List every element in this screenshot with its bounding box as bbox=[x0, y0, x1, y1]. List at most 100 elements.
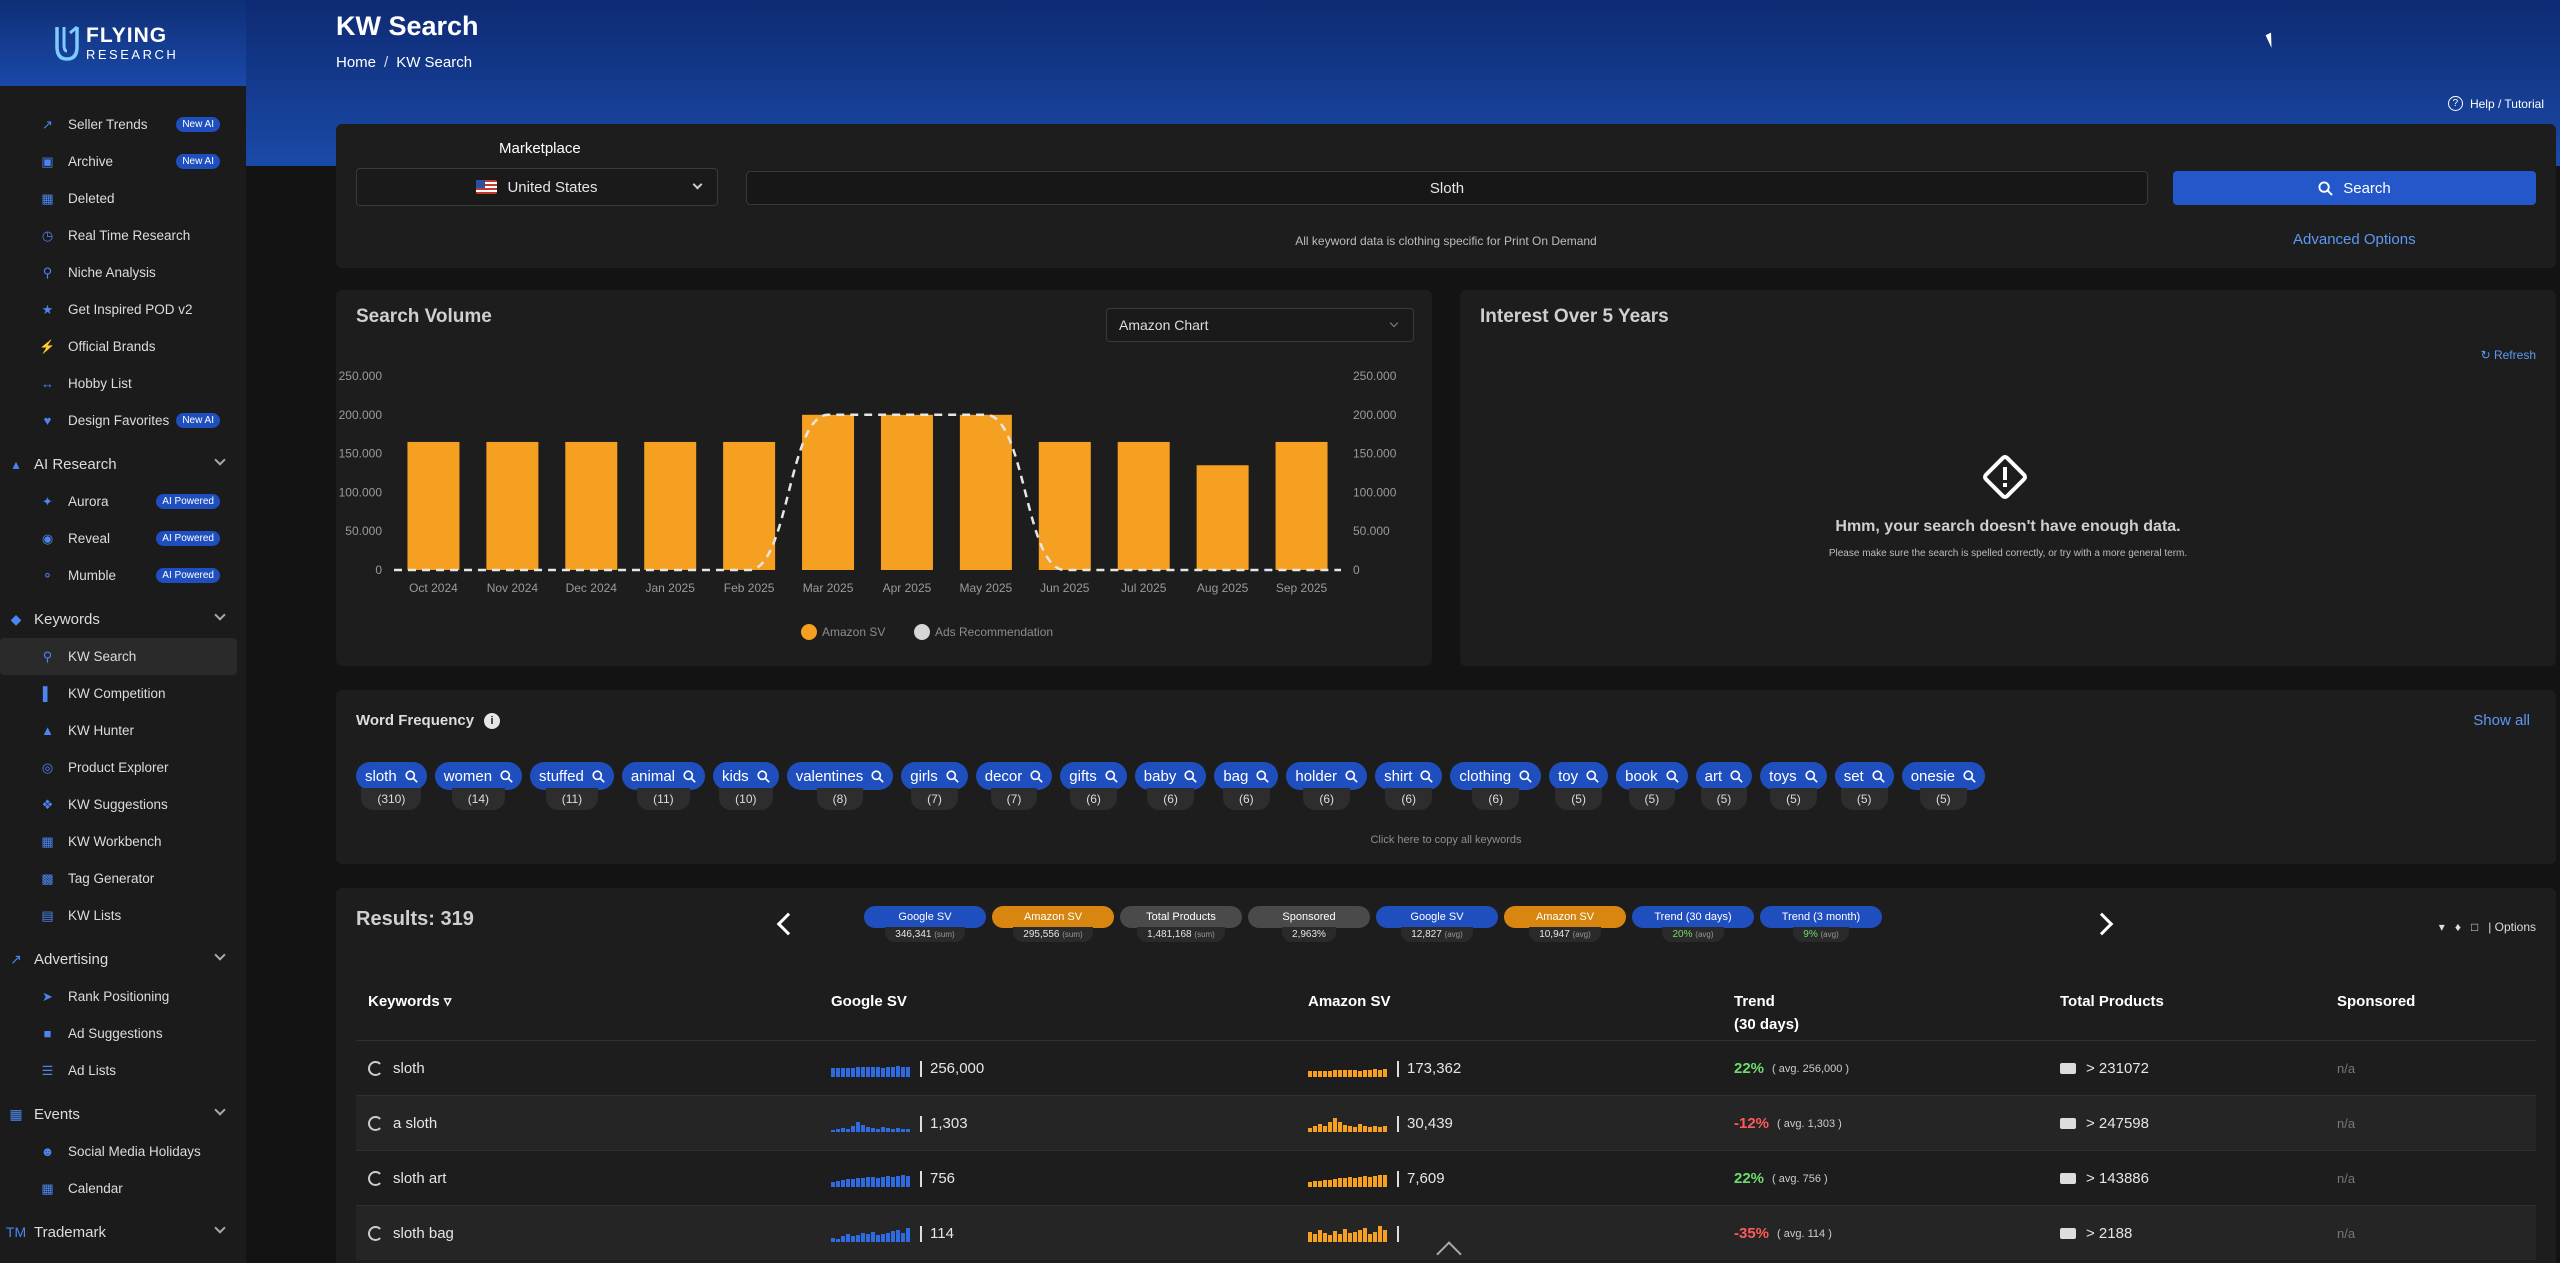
search-icon[interactable] bbox=[1184, 769, 1198, 783]
keyword-search-input[interactable] bbox=[746, 171, 2148, 205]
search-icon[interactable] bbox=[871, 769, 884, 783]
search-icon[interactable] bbox=[1963, 769, 1976, 783]
word-chip[interactable]: set (5) bbox=[1834, 762, 1894, 810]
search-button[interactable]: Search bbox=[2173, 171, 2536, 205]
word-chip-pill[interactable]: girls bbox=[901, 762, 968, 790]
word-chip[interactable]: gifts (6) bbox=[1060, 762, 1127, 810]
sidebar-item-official-brands[interactable]: ⚡ Official Brands bbox=[0, 328, 237, 365]
search-icon[interactable] bbox=[946, 769, 959, 783]
sidebar-item-rank-positioning[interactable]: ➤ Rank Positioning bbox=[0, 978, 237, 1015]
search-icon[interactable] bbox=[1030, 769, 1044, 783]
sidebar-item-kw-workbench[interactable]: ▦ KW Workbench bbox=[0, 823, 237, 860]
word-chip[interactable]: shirt (6) bbox=[1375, 762, 1443, 810]
advanced-options-link[interactable]: Advanced Options bbox=[2293, 231, 2416, 248]
keyword-cell[interactable]: sloth bag bbox=[368, 1206, 454, 1261]
word-chip[interactable]: toys (5) bbox=[1760, 762, 1827, 810]
word-chip-pill[interactable]: women bbox=[434, 762, 523, 790]
word-chip-pill[interactable]: book bbox=[1616, 762, 1688, 790]
search-icon[interactable] bbox=[1586, 769, 1599, 783]
search-icon[interactable] bbox=[1256, 769, 1270, 783]
sidebar-group-ai-research[interactable]: ▴ AI Research bbox=[0, 445, 246, 483]
word-chip-pill[interactable]: clothing bbox=[1450, 762, 1542, 790]
word-chip[interactable]: girls (7) bbox=[901, 762, 968, 810]
col-trend[interactable]: Trend (30 days) bbox=[1734, 993, 1800, 1033]
word-chip[interactable]: stuffed (11) bbox=[530, 762, 614, 810]
sidebar-item-deleted[interactable]: ▦ Deleted bbox=[0, 180, 237, 217]
word-chip[interactable]: holder (6) bbox=[1286, 762, 1368, 810]
sidebar-item-kw-search[interactable]: ⚲ KW Search bbox=[0, 638, 237, 675]
word-chip-pill[interactable]: toy bbox=[1549, 762, 1609, 790]
sidebar-item-tag-generator[interactable]: ▩ Tag Generator bbox=[0, 860, 237, 897]
search-icon[interactable] bbox=[1666, 769, 1679, 783]
sidebar-group-events[interactable]: ▦ Events bbox=[0, 1095, 246, 1133]
sidebar-item-get-inspired-pod-v2[interactable]: ★ Get Inspired POD v2 bbox=[0, 291, 237, 328]
filter-icon[interactable]: ▿ bbox=[443, 993, 452, 1010]
sidebar-item-ad-lists[interactable]: ☰ Ad Lists bbox=[0, 1052, 237, 1089]
word-chip[interactable]: book (5) bbox=[1616, 762, 1688, 810]
sidebar-item-real-time-research[interactable]: ◷ Real Time Research bbox=[0, 217, 237, 254]
keyword-cell[interactable]: a sloth bbox=[368, 1096, 437, 1151]
table-row[interactable]: sloth art 756 7,609 22% ( avg. 756 ) > 1… bbox=[356, 1150, 2536, 1205]
sidebar-item-ad-suggestions[interactable]: ■ Ad Suggestions bbox=[0, 1015, 237, 1052]
word-chip[interactable]: kids (10) bbox=[713, 762, 779, 810]
search-icon[interactable] bbox=[1105, 769, 1118, 783]
word-chip-pill[interactable]: animal bbox=[621, 762, 705, 790]
sidebar-item-kw-hunter[interactable]: ▲ KW Hunter bbox=[0, 712, 237, 749]
chevron-right-icon[interactable] bbox=[2090, 912, 2114, 936]
word-chip[interactable]: toy (5) bbox=[1549, 762, 1609, 810]
search-icon[interactable] bbox=[1730, 769, 1743, 783]
word-chip[interactable]: women (14) bbox=[434, 762, 523, 810]
sidebar-item-product-explorer[interactable]: ◎ Product Explorer bbox=[0, 749, 237, 786]
sidebar-item-seller-trends[interactable]: ↗ Seller Trends New AI bbox=[0, 106, 237, 143]
refresh-icon[interactable] bbox=[368, 1116, 383, 1131]
sidebar-item-calendar[interactable]: ▦ Calendar bbox=[0, 1170, 237, 1207]
chevron-left-icon[interactable] bbox=[776, 912, 800, 936]
refresh-icon[interactable] bbox=[368, 1171, 383, 1186]
sidebar-item-reveal[interactable]: ◉ Reveal AI Powered bbox=[0, 520, 237, 557]
word-chip[interactable]: sloth (310) bbox=[356, 762, 427, 810]
word-chip-pill[interactable]: set bbox=[1834, 762, 1894, 790]
word-chip-pill[interactable]: stuffed bbox=[530, 762, 614, 790]
help-tutorial-link[interactable]: ? Help / Tutorial bbox=[2447, 96, 2544, 111]
keyword-cell[interactable]: sloth bbox=[368, 1041, 425, 1096]
sidebar-item-hobby-list[interactable]: ↔ Hobby List bbox=[0, 365, 237, 402]
search-icon[interactable] bbox=[1519, 769, 1532, 783]
table-row[interactable]: sloth bag 114 -35% ( avg. 114 ) > 2188 n… bbox=[356, 1205, 2536, 1260]
col-amazon-sv[interactable]: Amazon SV bbox=[1308, 993, 1391, 1010]
chart-type-select[interactable]: Amazon Chart bbox=[1106, 308, 1414, 342]
word-chip-pill[interactable]: kids bbox=[713, 762, 779, 790]
word-chip-pill[interactable]: decor bbox=[975, 762, 1053, 790]
search-icon[interactable] bbox=[683, 769, 696, 783]
search-icon[interactable] bbox=[1805, 769, 1818, 783]
word-chip[interactable]: valentines (8) bbox=[786, 762, 894, 810]
word-chip[interactable]: decor (7) bbox=[975, 762, 1053, 810]
word-chip-pill[interactable]: bag bbox=[1214, 762, 1279, 790]
filter-toggle-icon[interactable]: ▾ bbox=[2438, 920, 2445, 934]
word-chip-pill[interactable]: sloth bbox=[356, 762, 427, 790]
sidebar-item-social-media-holidays[interactable]: ☻ Social Media Holidays bbox=[0, 1133, 237, 1170]
search-icon[interactable] bbox=[405, 769, 418, 783]
sidebar-item-mumble[interactable]: ⚬ Mumble AI Powered bbox=[0, 557, 237, 594]
word-chip-pill[interactable]: toys bbox=[1760, 762, 1827, 790]
export-icon[interactable]: □ bbox=[2470, 920, 2479, 934]
word-chip-pill[interactable]: onesie bbox=[1901, 762, 1985, 790]
word-chip[interactable]: art (5) bbox=[1695, 762, 1753, 810]
sidebar-item-niche-analysis[interactable]: ⚲ Niche Analysis bbox=[0, 254, 237, 291]
table-row[interactable]: a sloth 1,303 30,439 -12% ( avg. 1,303 )… bbox=[356, 1095, 2536, 1150]
sidebar-item-design-favorites[interactable]: ♥ Design Favorites New AI bbox=[0, 402, 237, 439]
col-keywords[interactable]: Keywords ▿ bbox=[368, 993, 452, 1010]
col-total-products[interactable]: Total Products bbox=[2060, 993, 2164, 1010]
word-chip[interactable]: bag (6) bbox=[1214, 762, 1279, 810]
sidebar-item-archive[interactable]: ▣ Archive New AI bbox=[0, 143, 237, 180]
word-chip-pill[interactable]: art bbox=[1695, 762, 1753, 790]
word-chip[interactable]: clothing (6) bbox=[1450, 762, 1542, 810]
search-icon[interactable] bbox=[757, 769, 770, 783]
refresh-icon[interactable] bbox=[368, 1226, 383, 1241]
search-icon[interactable] bbox=[592, 769, 605, 783]
sidebar-item-aurora[interactable]: ✦ Aurora AI Powered bbox=[0, 483, 237, 520]
search-icon[interactable] bbox=[1872, 769, 1885, 783]
sidebar-item-kw-competition[interactable]: ▌ KW Competition bbox=[0, 675, 237, 712]
search-icon[interactable] bbox=[1345, 769, 1358, 783]
sidebar-group-advertising[interactable]: ↗ Advertising bbox=[0, 940, 246, 978]
keyword-cell[interactable]: sloth art bbox=[368, 1151, 446, 1206]
